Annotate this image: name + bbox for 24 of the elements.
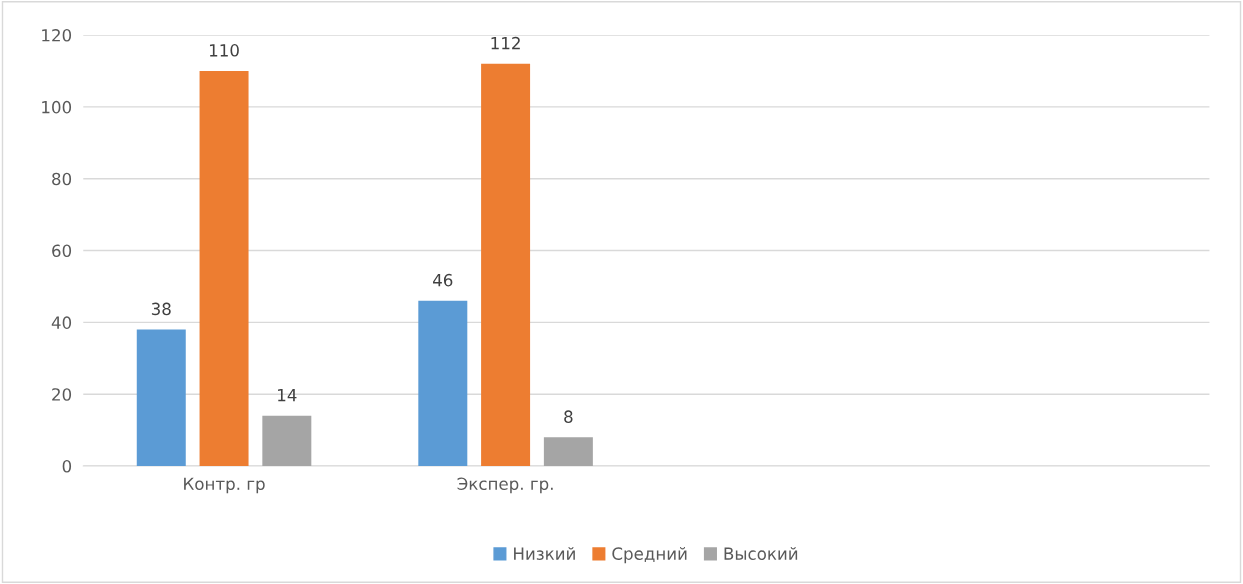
data-label: 8: [564, 410, 573, 423]
y-tick-label: 0: [62, 459, 72, 473]
y-tick-label: 20: [52, 388, 72, 401]
x-tick-label: Контр. гр: [184, 477, 265, 494]
bar: [199, 70, 249, 467]
bar: [262, 415, 312, 467]
legend-label: Средний: [612, 547, 687, 564]
data-label: 112: [491, 36, 520, 50]
legend-label: Низкий: [514, 547, 575, 560]
bar: [543, 437, 593, 467]
data-label: 110: [209, 44, 239, 57]
y-tick-label: 80: [52, 172, 72, 186]
y-tick-label: 40: [51, 316, 72, 329]
bar: [481, 63, 531, 467]
bar: [418, 300, 468, 467]
bar: [136, 329, 186, 467]
x-tick-label: Экспер. гр.: [457, 477, 553, 494]
y-tick-label: 100: [42, 100, 72, 114]
y-tick-label: 60: [52, 244, 72, 258]
data-label: 46: [433, 273, 453, 287]
y-tick-label: 120: [42, 29, 72, 42]
legend-label: Высокий: [724, 547, 798, 560]
data-label: 14: [278, 389, 297, 402]
data-label: 38: [151, 302, 171, 316]
